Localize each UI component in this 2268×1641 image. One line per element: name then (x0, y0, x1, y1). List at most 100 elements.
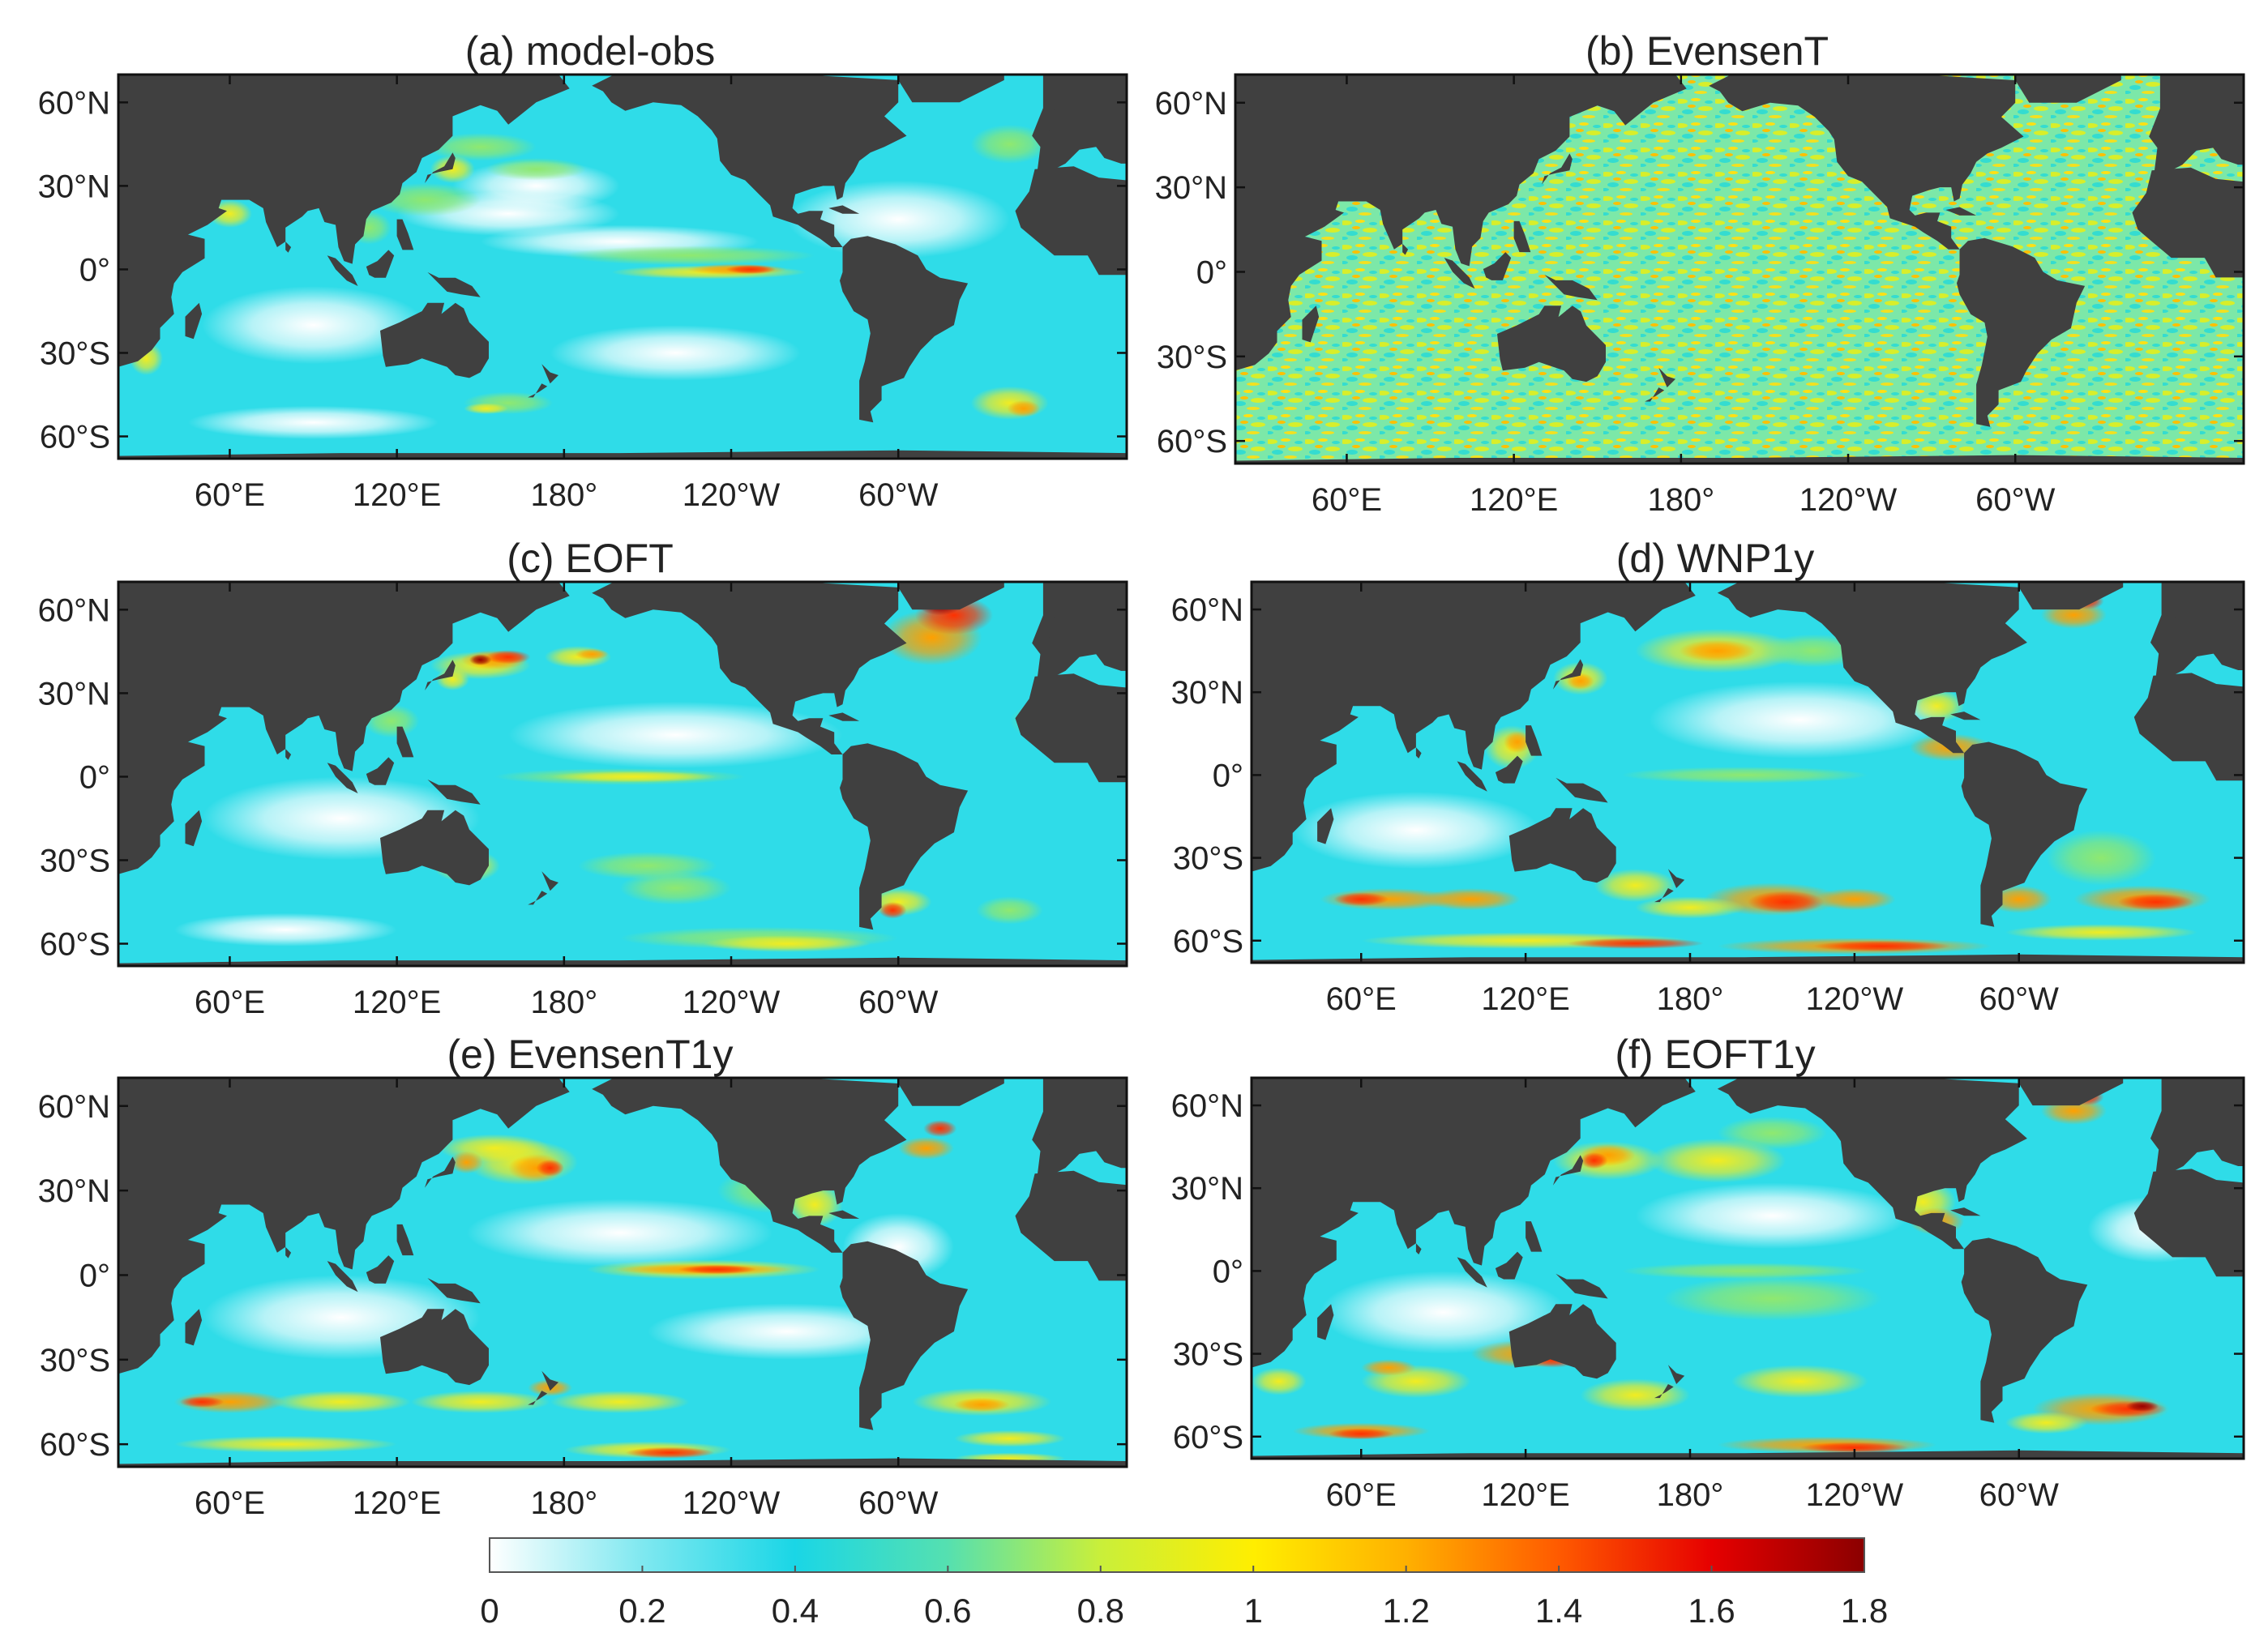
japan-land (1552, 659, 1584, 690)
madagascar-land (1302, 306, 1320, 343)
borneo-land (1495, 755, 1523, 784)
lon-tick-label: 60°E (195, 985, 265, 1020)
ocean-field (118, 1078, 1127, 1467)
madagascar-land (1317, 808, 1334, 844)
lon-tick-label: 120°W (1799, 482, 1898, 518)
philippines-land (1526, 725, 1543, 756)
lat-tick-label: 30°N (1155, 170, 1227, 206)
lon-tick-label: 60°E (1326, 981, 1397, 1017)
lon-tick-label: 60°W (858, 985, 938, 1020)
japan-land (1542, 153, 1573, 185)
lat-tick-label: 30°S (1173, 1337, 1243, 1373)
value-hotspot (678, 1264, 756, 1275)
greenland-land (2018, 582, 2124, 610)
value-hotspot (703, 935, 871, 952)
map-frame (117, 73, 1128, 460)
australia-land (380, 810, 489, 886)
lon-tick-label: 180° (530, 1485, 597, 1521)
lon-tick-label: 180° (530, 477, 597, 513)
south-america-land (840, 1241, 969, 1430)
south-america-land (840, 743, 969, 930)
value-hotspot (486, 650, 531, 665)
africa-land (1015, 673, 1127, 783)
lon-tick-label: 60°E (1312, 482, 1382, 518)
north-america-land (592, 75, 907, 247)
value-hotspot (953, 1397, 1010, 1412)
north-america-land (592, 582, 907, 754)
lon-tick-label: 120°E (353, 1485, 441, 1521)
lon-tick-label: 60°W (858, 477, 938, 513)
lat-tick-label: 30°S (40, 1343, 110, 1378)
australia-land (1508, 808, 1616, 883)
greenland-land (2015, 75, 2121, 103)
colorbar-tick-label: 0.4 (772, 1592, 819, 1630)
value-hotspot (464, 403, 509, 415)
newZealandS-land (1645, 387, 1665, 402)
japan-land (425, 152, 456, 183)
panel-title: (b) EvensenT (1585, 28, 1829, 74)
value-hotspot (1007, 400, 1041, 417)
cuba-land (1950, 712, 1981, 720)
uk-land (1048, 1111, 1063, 1135)
africa-land (1015, 1170, 1127, 1281)
madagascar-land (1317, 1304, 1334, 1340)
value-hotspot (619, 871, 732, 905)
value-hotspot (563, 246, 815, 266)
lon-tick-label: 60°W (1979, 1477, 2059, 1513)
value-hotspot (976, 896, 1043, 925)
sriLanka-land (1415, 1243, 1422, 1254)
sriLanka-land (285, 241, 292, 253)
lon-tick-label: 180° (530, 985, 597, 1020)
colorbar-tick-label: 0.2 (618, 1592, 665, 1630)
madagascar-land (185, 810, 203, 847)
lon-tick-label: 60°W (1975, 482, 2055, 518)
land-mask (1252, 1078, 2244, 1459)
australia-land (1497, 306, 1606, 382)
panels: (a) model-obs 60°N 30°N 0° 30°S 60°S 60°E 120°E… (38, 28, 2245, 1521)
value-hotspot (469, 654, 492, 666)
value-hotspot (1328, 1428, 1394, 1440)
value-hotspot (1748, 891, 1825, 913)
lon-tick-label: 180° (1647, 482, 1714, 518)
antarctic-land (1252, 1450, 2244, 1459)
lat-tick-label: 30°N (1171, 675, 1243, 711)
value-hotspot (272, 1391, 411, 1413)
africa-eurasia-land (118, 582, 570, 874)
value-hotspot (1621, 767, 1868, 784)
sumatra-land (1457, 1257, 1487, 1288)
europe-land (1032, 1078, 1127, 1174)
value-hotspot (1635, 896, 1745, 919)
australia-land (1508, 1304, 1616, 1379)
lat-tick-label: 0° (1213, 758, 1243, 793)
north-america-land (1717, 1078, 2027, 1250)
lon-tick-label: 120°E (1470, 482, 1558, 518)
colorbar-gradient (489, 1537, 1865, 1573)
value-hotspot (1799, 1442, 1910, 1454)
colorbar-tick-label: 1 (1244, 1592, 1263, 1630)
lat-tick-label: 60°N (38, 85, 110, 121)
newGuinea-land (1556, 777, 1608, 803)
lat-tick-label: 60°S (1173, 924, 1243, 959)
sumatra-land (1457, 761, 1487, 792)
value-hotspot (508, 701, 843, 769)
borneo-land (366, 1255, 395, 1284)
africa-eurasia-land (1252, 582, 1696, 872)
land-mask (1235, 75, 2244, 464)
lat-tick-label: 30°N (38, 676, 110, 712)
sumatra-land (327, 763, 358, 793)
newZealandN-land (541, 1370, 558, 1391)
lat-tick-label: 60°N (1171, 592, 1243, 628)
lat-tick-label: 30°S (40, 843, 110, 878)
south-america-land (840, 236, 969, 423)
map-frame (1250, 580, 2245, 964)
south-america-land (1961, 1237, 2088, 1423)
value-hotspot (486, 158, 587, 181)
africa-land (1015, 166, 1127, 276)
colorbar-tick-label: 1.8 (1841, 1592, 1888, 1630)
value-hotspot (550, 325, 801, 381)
newZealandS-land (528, 383, 548, 398)
value-hotspot (187, 405, 439, 439)
value-hotspot (898, 1137, 954, 1160)
lon-tick-label: 120°E (353, 477, 441, 513)
map-panel: (e) EvensenT1y 60°N 30°N 0° 30°S 60°S 60°E 120°… (38, 1032, 1128, 1521)
